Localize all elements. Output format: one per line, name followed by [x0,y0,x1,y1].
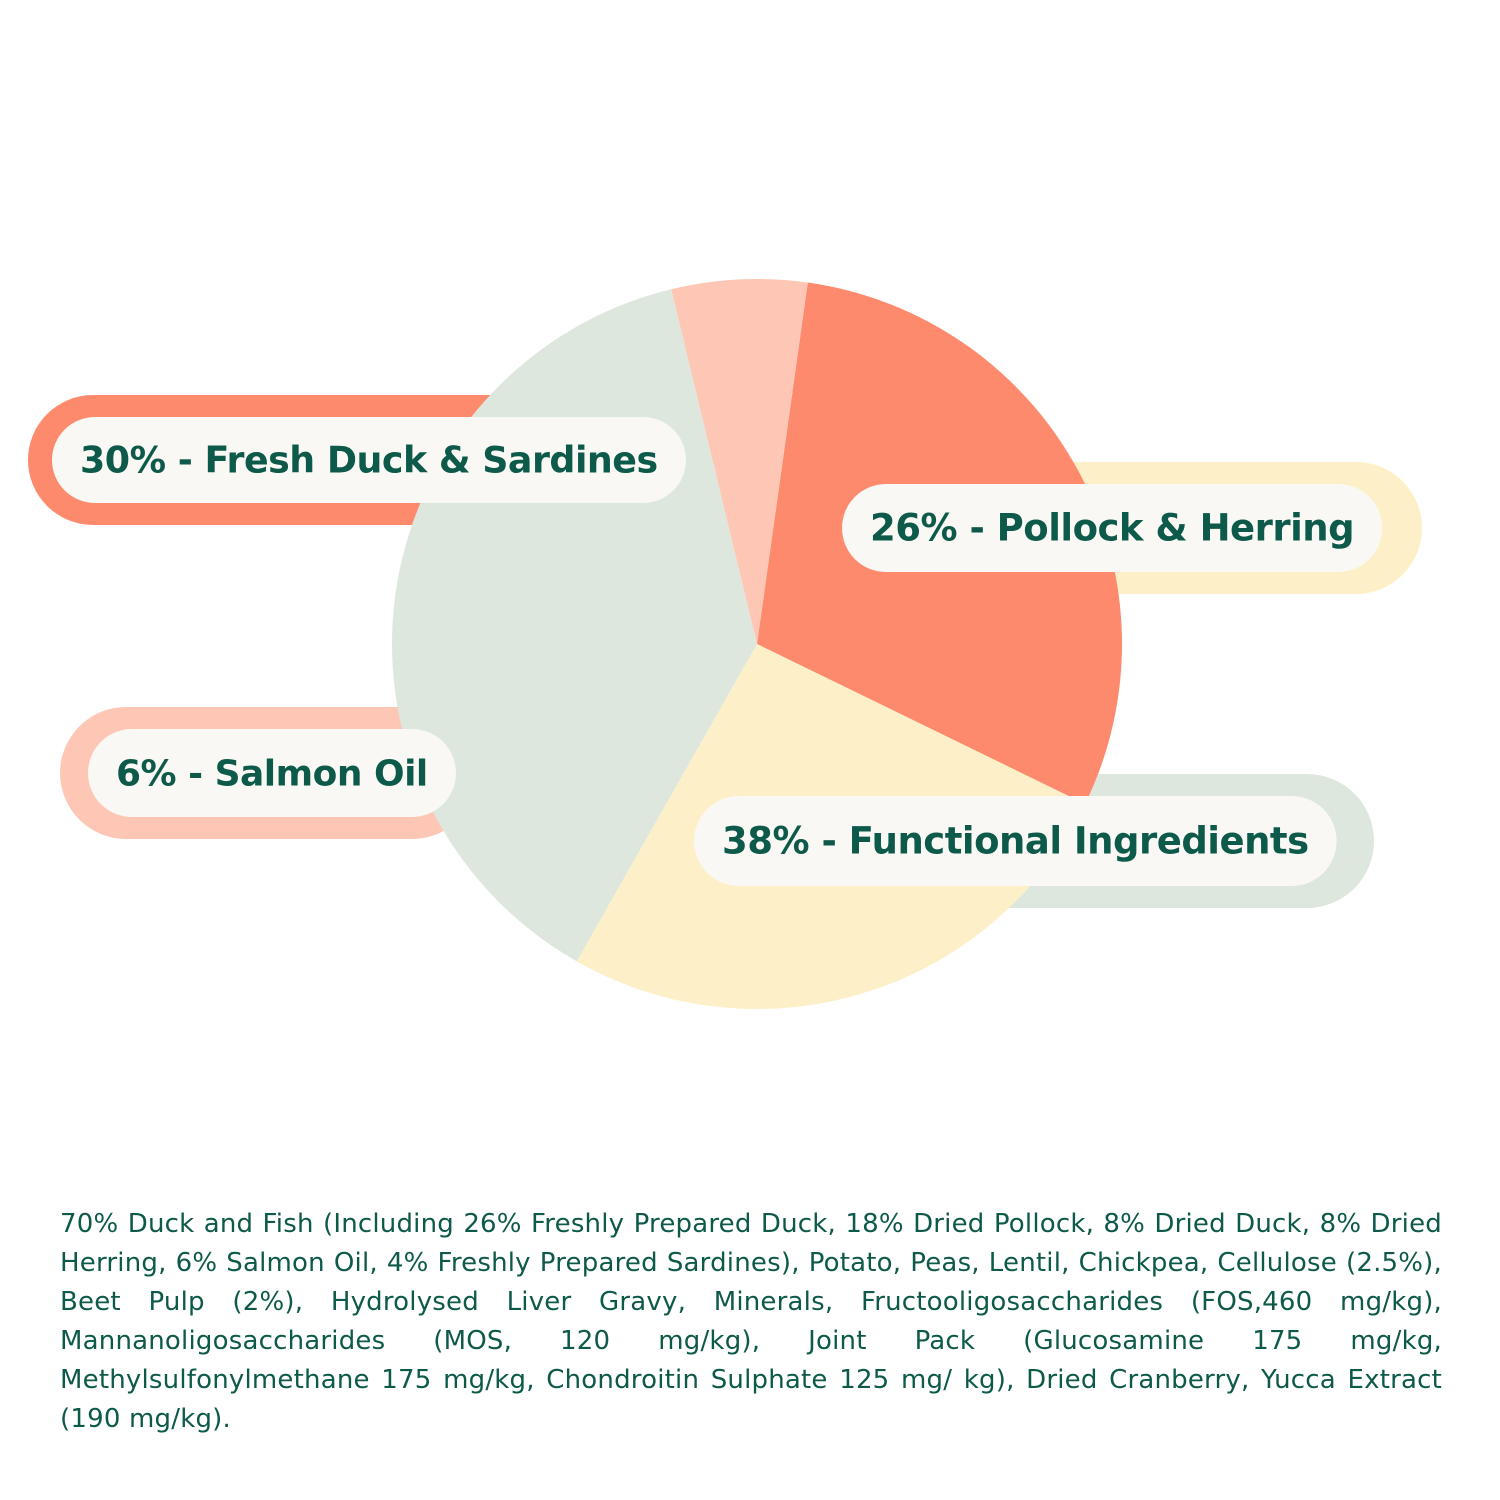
slice-label-pill-2 [694,796,1337,886]
slice-label-pill-3 [88,729,456,817]
slice-labels: 30% - Fresh Duck & Sardines 26% - Pollock… [52,417,1383,886]
slice-label-pill-0 [52,417,686,503]
ingredients-text: 70% Duck and Fish (Including 26% Freshly… [60,1209,1442,1434]
pie-slice-3 [671,279,808,644]
slice-label-text-3: 6% - Salmon Oil [116,754,428,795]
slice-label-text-1: 26% - Pollock & Herring [870,507,1354,550]
slice-label-text-0: 30% - Fresh Duck & Sardines [80,439,658,482]
slice-label-text-2: 38% - Functional Ingredients [722,820,1309,863]
slice-label-pill-1 [842,484,1383,572]
composition-pie-chart: 30% - Fresh Duck & Sardines 26% - Pollock… [28,279,1422,1009]
pie-slices [28,279,1422,1009]
